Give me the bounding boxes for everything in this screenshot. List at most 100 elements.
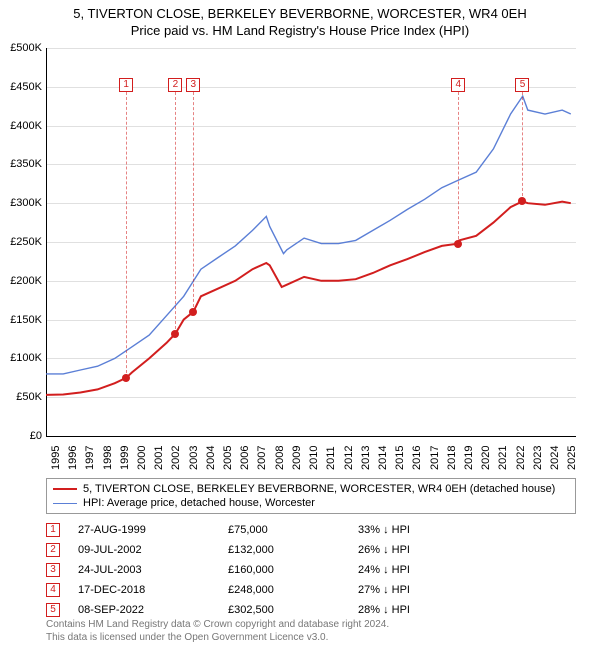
- x-axis-label: 2011: [325, 430, 337, 470]
- event-badge: 3: [46, 563, 60, 577]
- event-price: £160,000: [228, 564, 348, 576]
- event-date: 08-SEP-2022: [78, 604, 218, 616]
- marker-dot: [454, 240, 462, 248]
- footer-line-1: Contains HM Land Registry data © Crown c…: [46, 618, 576, 631]
- marker-line: [126, 92, 127, 378]
- x-axis-label: 2003: [188, 430, 200, 470]
- y-axis-label: £400K: [2, 120, 42, 132]
- marker-line: [175, 92, 176, 334]
- title-line-2: Price paid vs. HM Land Registry's House …: [0, 23, 600, 40]
- x-axis-label: 2025: [566, 430, 578, 470]
- y-axis-label: £0: [2, 430, 42, 442]
- event-badge: 4: [46, 583, 60, 597]
- x-axis-label: 2009: [291, 430, 303, 470]
- x-axis-label: 2023: [532, 430, 544, 470]
- legend-label: HPI: Average price, detached house, Worc…: [83, 497, 315, 509]
- title-line-1: 5, TIVERTON CLOSE, BERKELEY BEVERBORNE, …: [0, 6, 600, 23]
- x-axis-label: 2024: [549, 430, 561, 470]
- y-axis-label: £350K: [2, 158, 42, 170]
- event-date: 17-DEC-2018: [78, 584, 218, 596]
- series-hpi: [46, 96, 571, 374]
- marker-dot: [189, 308, 197, 316]
- x-axis-label: 2000: [136, 430, 148, 470]
- x-axis-label: 2017: [429, 430, 441, 470]
- event-date: 09-JUL-2002: [78, 544, 218, 556]
- x-axis-label: 2018: [446, 430, 458, 470]
- x-axis-label: 2019: [463, 430, 475, 470]
- event-row: 2 09-JUL-2002 £132,000 26% ↓ HPI: [46, 540, 576, 560]
- event-diff: 27% ↓ HPI: [358, 584, 458, 596]
- x-axis-label: 2016: [411, 430, 423, 470]
- plot-area: £0£50K£100K£150K£200K£250K£300K£350K£400…: [46, 48, 576, 436]
- marker-badge: 2: [168, 78, 182, 92]
- y-axis-label: £100K: [2, 352, 42, 364]
- x-axis-label: 2022: [515, 430, 527, 470]
- event-row: 5 08-SEP-2022 £302,500 28% ↓ HPI: [46, 600, 576, 620]
- x-axis-label: 2006: [239, 430, 251, 470]
- event-badge: 1: [46, 523, 60, 537]
- x-axis-label: 2001: [153, 430, 165, 470]
- x-axis-label: 2020: [480, 430, 492, 470]
- x-axis-label: 2014: [377, 430, 389, 470]
- event-diff: 33% ↓ HPI: [358, 524, 458, 536]
- x-axis-label: 2004: [205, 430, 217, 470]
- event-row: 1 27-AUG-1999 £75,000 33% ↓ HPI: [46, 520, 576, 540]
- marker-line: [458, 92, 459, 244]
- y-axis-label: £50K: [2, 391, 42, 403]
- legend-item-hpi: HPI: Average price, detached house, Worc…: [53, 496, 569, 510]
- marker-line: [193, 92, 194, 312]
- marker-badge: 1: [119, 78, 133, 92]
- event-badge: 2: [46, 543, 60, 557]
- event-diff: 26% ↓ HPI: [358, 544, 458, 556]
- marker-badge: 5: [515, 78, 529, 92]
- legend-label: 5, TIVERTON CLOSE, BERKELEY BEVERBORNE, …: [83, 483, 555, 495]
- event-row: 4 17-DEC-2018 £248,000 27% ↓ HPI: [46, 580, 576, 600]
- event-price: £302,500: [228, 604, 348, 616]
- y-axis-label: £500K: [2, 42, 42, 54]
- y-axis-label: £150K: [2, 314, 42, 326]
- series-price_paid: [46, 201, 571, 395]
- x-axis-label: 2021: [497, 430, 509, 470]
- event-diff: 24% ↓ HPI: [358, 564, 458, 576]
- x-axis-label: 2008: [274, 430, 286, 470]
- chart-container: 5, TIVERTON CLOSE, BERKELEY BEVERBORNE, …: [0, 0, 600, 650]
- marker-badge: 3: [186, 78, 200, 92]
- event-badge: 5: [46, 603, 60, 617]
- event-price: £75,000: [228, 524, 348, 536]
- y-axis-label: £200K: [2, 275, 42, 287]
- x-axis-label: 2013: [360, 430, 372, 470]
- footer-line-2: This data is licensed under the Open Gov…: [46, 631, 576, 644]
- marker-line: [522, 92, 523, 201]
- event-date: 27-AUG-1999: [78, 524, 218, 536]
- legend: 5, TIVERTON CLOSE, BERKELEY BEVERBORNE, …: [46, 478, 576, 514]
- event-row: 3 24-JUL-2003 £160,000 24% ↓ HPI: [46, 560, 576, 580]
- y-axis-label: £250K: [2, 236, 42, 248]
- x-axis-label: 2007: [256, 430, 268, 470]
- marker-dot: [518, 197, 526, 205]
- x-axis-label: 1997: [84, 430, 96, 470]
- legend-swatch-price-paid: [53, 488, 77, 490]
- event-price: £248,000: [228, 584, 348, 596]
- x-axis-label: 2005: [222, 430, 234, 470]
- x-axis-label: 2010: [308, 430, 320, 470]
- x-axis-label: 2002: [170, 430, 182, 470]
- marker-dot: [171, 330, 179, 338]
- y-axis-label: £450K: [2, 81, 42, 93]
- footer-text: Contains HM Land Registry data © Crown c…: [46, 618, 576, 644]
- legend-swatch-hpi: [53, 503, 77, 504]
- x-axis-label: 1995: [50, 430, 62, 470]
- y-axis-label: £300K: [2, 197, 42, 209]
- legend-item-price-paid: 5, TIVERTON CLOSE, BERKELEY BEVERBORNE, …: [53, 482, 569, 496]
- event-date: 24-JUL-2003: [78, 564, 218, 576]
- x-axis-label: 1998: [102, 430, 114, 470]
- x-axis-label: 1996: [67, 430, 79, 470]
- marker-dot: [122, 374, 130, 382]
- marker-badge: 4: [451, 78, 465, 92]
- event-price: £132,000: [228, 544, 348, 556]
- x-axis-label: 1999: [119, 430, 131, 470]
- event-diff: 28% ↓ HPI: [358, 604, 458, 616]
- chart-title: 5, TIVERTON CLOSE, BERKELEY BEVERBORNE, …: [0, 0, 600, 40]
- x-axis-label: 2015: [394, 430, 406, 470]
- x-axis-label: 2012: [343, 430, 355, 470]
- event-table: 1 27-AUG-1999 £75,000 33% ↓ HPI 2 09-JUL-2002…: [46, 520, 576, 620]
